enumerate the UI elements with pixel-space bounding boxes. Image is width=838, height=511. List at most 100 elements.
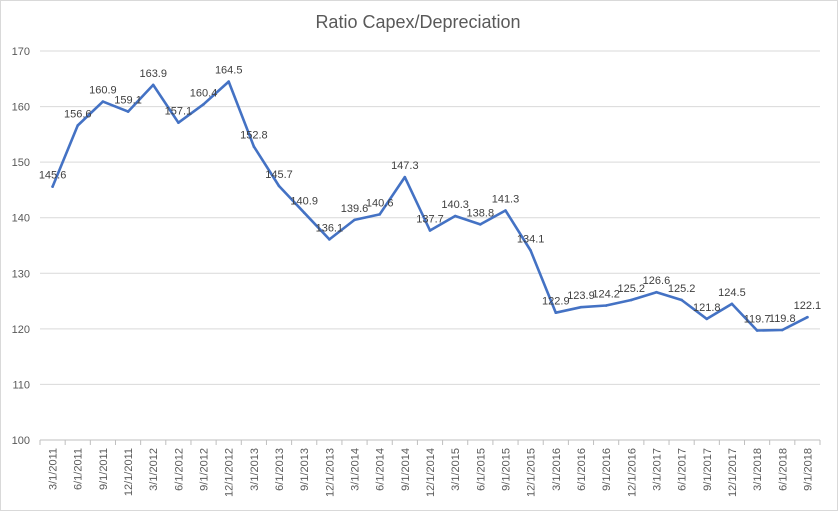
data-point [202,103,205,106]
data-point [504,209,507,212]
data-label: 139.6 [341,203,369,215]
data-label: 160.4 [190,87,218,99]
x-tick-label: 6/1/2013 [274,448,286,491]
data-label: 145.7 [265,169,293,181]
y-tick-label: 120 [12,324,30,336]
y-tick-label: 170 [12,46,30,58]
x-tick-label: 3/1/2016 [551,448,563,491]
data-label: 124.2 [592,289,620,301]
y-tick-label: 160 [12,102,30,114]
data-point [126,110,130,113]
x-tick-label: 9/1/2015 [500,448,512,491]
data-point [353,218,356,222]
data-point [151,83,155,87]
x-tick-label: 12/1/2011 [123,448,135,496]
y-tick-label: 100 [12,435,30,447]
data-label: 164.5 [215,65,243,77]
x-tick-label: 9/1/2014 [400,448,412,491]
data-point [554,311,558,315]
data-point [428,229,432,232]
data-label: 160.9 [89,85,117,97]
y-axis-ticks: 100 110 120 130 140 150 160 170 [12,46,30,447]
x-tick-label: 12/1/2014 [425,448,437,497]
data-point [629,298,633,302]
y-tick-label: 150 [12,157,30,169]
data-point [680,298,683,302]
x-tick-label: 3/1/2015 [450,448,462,491]
data-point [76,124,80,127]
data-label: 156.6 [64,108,92,120]
x-tick-label: 9/1/2017 [702,448,714,491]
x-tick-label: 12/1/2013 [324,448,336,497]
data-label: 157.1 [165,106,193,118]
data-label: 123.9 [567,290,595,302]
data-label: 136.1 [316,222,344,234]
data-point [328,238,331,241]
data-label: 137.7 [416,213,444,225]
data-label: 138.8 [467,207,495,219]
y-tick-label: 110 [12,379,30,391]
chart-title: Ratio Capex/Depreciation [315,12,521,32]
x-tick-label: 12/1/2015 [526,448,538,497]
gridlines [40,50,820,441]
data-label: 122.9 [542,296,570,308]
data-point [51,185,54,188]
x-tick-label: 3/1/2012 [148,448,160,491]
data-label: 147.3 [391,160,419,172]
data-label: 159.1 [114,95,142,107]
x-axis: 3/1/2011 6/1/2011 9/1/2011 12/1/2011 3/1/201… [39,440,821,497]
x-tick-label: 3/1/2017 [651,448,663,491]
x-tick-label: 3/1/2011 [48,448,60,490]
data-label: 125.2 [618,283,646,295]
data-point [806,315,809,319]
x-tick-label: 9/1/2016 [601,448,613,491]
x-tick-label: 6/1/2017 [677,448,689,491]
x-tick-label: 12/1/2016 [626,448,638,497]
data-point [252,145,256,148]
x-tick-label: 3/1/2014 [350,448,362,491]
x-tick-label: 9/1/2018 [802,448,814,491]
y-tick-label: 140 [12,213,30,225]
data-label: 141.3 [492,193,520,205]
data-label: 163.9 [139,68,167,80]
data-label: 121.8 [693,302,721,314]
data-point [780,328,784,332]
data-label: 119.8 [769,313,796,325]
data-label: 134.1 [517,234,545,246]
x-tick-label: 3/1/2018 [752,448,764,491]
data-point [277,184,281,188]
data-point [177,121,180,124]
x-tick-label: 6/1/2015 [475,448,487,491]
series [51,80,809,332]
data-point [655,290,658,294]
data-point [604,304,608,307]
data-label: 125.2 [668,283,696,295]
data-label: 126.6 [643,275,671,287]
data-label: 145.6 [39,170,67,182]
x-tick-label: 6/1/2011 [73,448,85,490]
data-point [302,211,306,215]
x-tick-label: 9/1/2012 [199,448,211,491]
data-point [403,175,407,179]
data-label: 152.8 [240,130,268,142]
data-point [529,249,532,252]
x-tick-label: 6/1/2016 [576,448,588,491]
data-point [101,100,105,103]
data-point [453,214,457,218]
x-tick-label: 6/1/2012 [173,448,185,491]
data-label: 140.3 [441,199,469,211]
data-label: 140.9 [290,196,318,208]
y-tick-label: 130 [12,268,30,280]
data-point [579,305,583,309]
data-point [705,317,709,321]
x-tick-label: 9/1/2011 [98,448,110,490]
data-point [755,329,759,332]
x-tick-label: 12/1/2017 [727,448,739,497]
data-point [479,223,482,226]
data-label: 140.6 [366,197,394,209]
x-tick-label: 6/1/2014 [375,448,387,491]
data-label: 122.1 [794,300,822,312]
